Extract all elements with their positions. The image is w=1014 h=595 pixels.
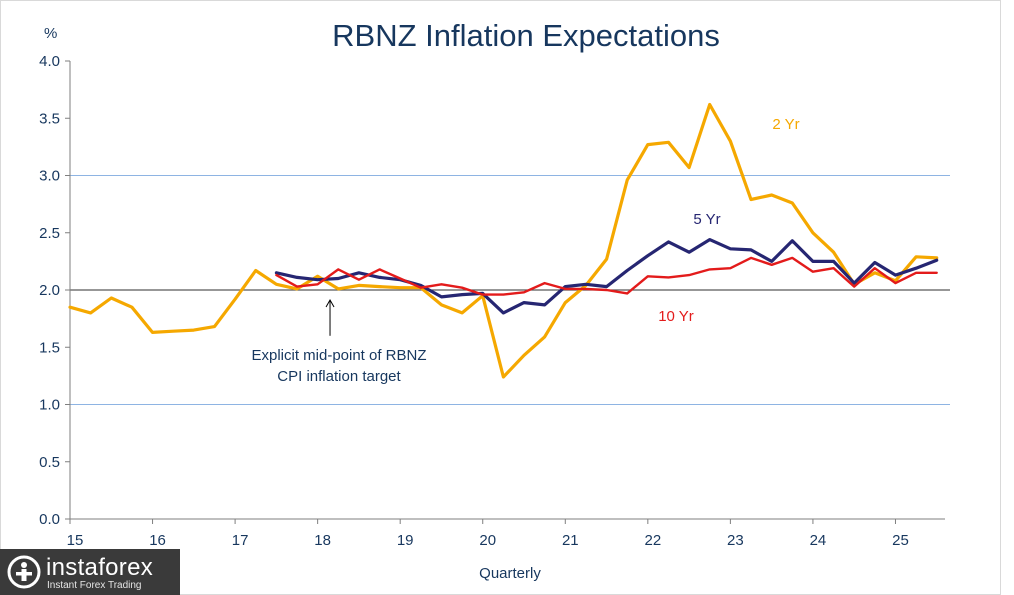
x-tick-label: 15 — [67, 532, 84, 549]
series-label-5yr: 5 Yr — [693, 211, 720, 228]
x-tick-label: 24 — [810, 532, 827, 549]
watermark-tagline: Instant Forex Trading — [47, 580, 142, 591]
series-labels: 2 Yr 5 Yr 10 Yr — [658, 116, 799, 325]
y-axis-label: % — [44, 25, 57, 42]
y-tick-label: 0.0 — [39, 511, 60, 528]
series-line-2yr — [68, 102, 939, 379]
y-tick-labels: 0.0 0.5 1.0 1.5 2.0 2.5 3.0 3.5 4.0 — [39, 53, 70, 528]
instaforex-logo-icon — [7, 555, 41, 589]
x-axis-label: Quarterly — [479, 565, 541, 582]
instaforex-watermark: instaforex Instant Forex Trading — [0, 549, 180, 595]
series-line-5yr — [274, 238, 939, 315]
series-line-10yr — [275, 256, 938, 296]
y-tick-label: 4.0 — [39, 53, 60, 70]
y-tick-label: 1.5 — [39, 339, 60, 356]
y-tick-label: 2.5 — [39, 225, 60, 242]
chart-title: RBNZ Inflation Expectations — [332, 18, 720, 53]
x-tick-label: 25 — [892, 532, 909, 549]
y-tick-label: 2.0 — [39, 282, 60, 299]
y-tick-label: 0.5 — [39, 454, 60, 471]
y-tick-label: 1.0 — [39, 397, 60, 414]
x-tick-label: 17 — [232, 532, 249, 549]
watermark-name: instaforex — [46, 554, 154, 581]
annotation-line-2: CPI inflation target — [277, 368, 401, 385]
x-tick-label: 16 — [149, 532, 166, 549]
y-tick-label: 3.0 — [39, 168, 60, 185]
series-label-2yr: 2 Yr — [772, 116, 799, 133]
target-annotation: Explicit mid-point of RBNZ CPI inflation… — [251, 298, 427, 385]
x-tick-labels: 15 16 17 18 19 20 21 22 23 24 25 — [67, 519, 909, 549]
y-tick-label: 3.5 — [39, 110, 60, 127]
annotation-line-1: Explicit mid-point of RBNZ — [251, 347, 426, 364]
x-tick-label: 22 — [644, 532, 661, 549]
x-tick-label: 19 — [397, 532, 414, 549]
x-tick-label: 23 — [727, 532, 744, 549]
x-tick-label: 18 — [314, 532, 331, 549]
reference-lines — [70, 175, 950, 405]
annotation-arrow-head — [325, 298, 335, 308]
x-tick-label: 21 — [562, 532, 579, 549]
series-lines — [68, 102, 939, 379]
x-tick-label: 20 — [479, 532, 496, 549]
series-label-10yr: 10 Yr — [658, 308, 694, 325]
